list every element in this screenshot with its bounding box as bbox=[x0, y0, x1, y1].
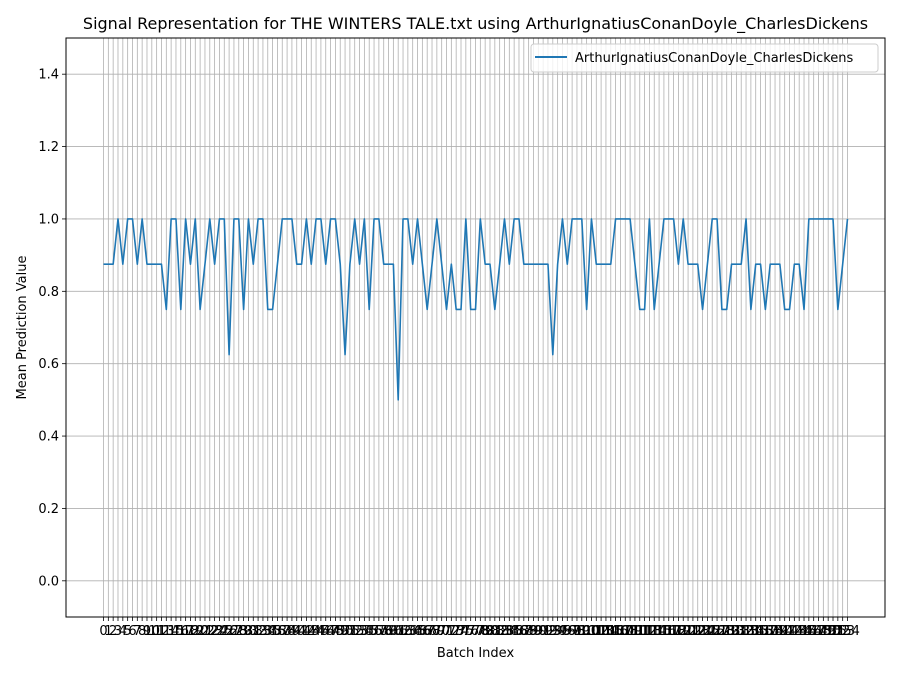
x-gridlines bbox=[104, 38, 848, 617]
x-axis-label: Batch Index bbox=[437, 646, 515, 661]
y-tick-label: 1.4 bbox=[38, 68, 59, 83]
legend-label: ArthurIgnatiusConanDoyle_CharlesDickens bbox=[575, 51, 853, 66]
y-tick-label: 1.0 bbox=[38, 212, 59, 227]
y-axis-ticks: 0.0 0.2 0.4 0.6 0.8 1.0 1.2 1.4 bbox=[38, 68, 66, 590]
legend: ArthurIgnatiusConanDoyle_CharlesDickens bbox=[531, 44, 878, 72]
y-axis-label: Mean Prediction Value bbox=[15, 256, 30, 400]
y-tick-label: 1.2 bbox=[38, 140, 59, 155]
y-tick-label: 0.4 bbox=[38, 430, 59, 445]
y-tick-label: 0.8 bbox=[38, 285, 59, 300]
chart-title: Signal Representation for THE WINTERS TA… bbox=[83, 14, 868, 34]
x-tick-label: 154 bbox=[835, 624, 860, 639]
y-tick-label: 0.6 bbox=[38, 357, 59, 372]
x-axis-ticks: 0123456789101112131415161718192021222324… bbox=[99, 617, 860, 639]
y-tick-label: 0.0 bbox=[38, 574, 59, 589]
y-tick-label: 0.2 bbox=[38, 502, 59, 517]
